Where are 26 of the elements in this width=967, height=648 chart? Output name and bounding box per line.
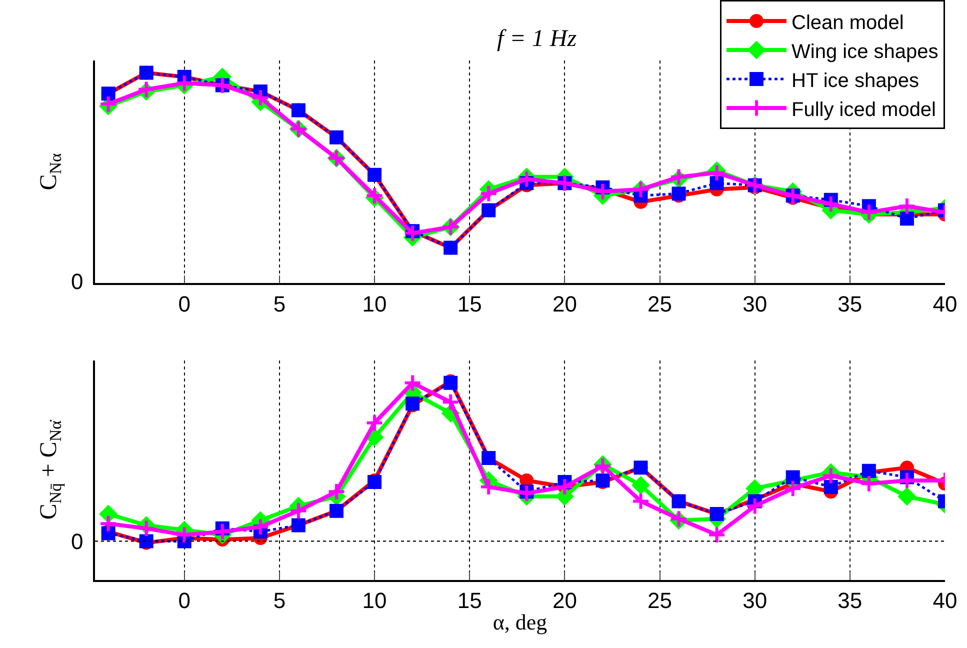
x-tick-label: 35 — [838, 291, 862, 316]
x-tick-label: 40 — [932, 588, 958, 614]
x-tick-label: 20 — [552, 588, 577, 614]
legend-label: Clean model — [792, 12, 904, 34]
x-tick-label: 25 — [648, 588, 672, 614]
text: 0 — [71, 269, 84, 294]
x-tick-label: 35 — [838, 588, 862, 614]
chart-title: f = 1 Hz — [497, 26, 578, 52]
legend-label: HT ice shapes — [792, 70, 919, 92]
x-tick-label: 5 — [273, 291, 286, 316]
legend-label: Fully iced model — [792, 98, 936, 121]
x-tick-label: 15 — [457, 588, 482, 614]
x-tick-label: 0 — [178, 291, 190, 316]
x-tick-label: 20 — [552, 291, 577, 316]
x-tick-label: 10 — [362, 291, 387, 316]
x-tick-label: 10 — [362, 588, 387, 614]
x-axis-title: α, deg — [492, 610, 548, 635]
text: 0 — [71, 529, 84, 554]
x-tick-label: 30 — [742, 291, 768, 316]
x-tick-label: 0 — [178, 588, 190, 614]
x-tick-label: 25 — [648, 291, 672, 316]
legend-label: Wing ice shapes — [792, 40, 938, 63]
x-tick-label: 5 — [273, 588, 286, 614]
x-tick-label: 15 — [457, 291, 482, 316]
x-tick-label: 30 — [742, 588, 768, 614]
x-tick-label: 40 — [932, 291, 958, 316]
